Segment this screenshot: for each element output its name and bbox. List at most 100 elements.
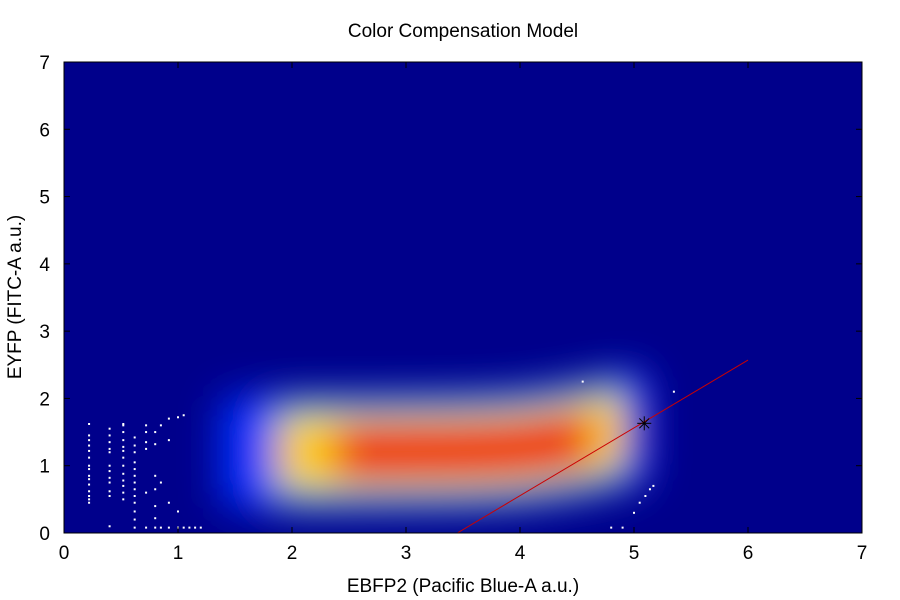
outlier-point [122,422,125,425]
x-axis: 0 1 2 3 4 5 6 7 [59,62,868,564]
outlier-point [122,431,125,434]
outlier-point [88,501,91,504]
outlier-point [88,498,91,501]
outlier-point [122,456,125,459]
x-axis-label: EBFP2 (Pacific Blue-A a.u.) [347,576,579,597]
outlier-point [167,526,170,529]
outlier-point [133,510,136,513]
outlier-point [133,436,136,439]
outlier-point [122,484,125,487]
outlier-point [122,424,125,427]
outlier-point [133,526,136,529]
outlier-point [133,444,136,447]
outlier-point [652,484,655,487]
outlier-points [88,380,675,529]
x-tick-label: 7 [857,543,868,564]
outlier-point [167,439,170,442]
outlier-point [108,476,111,479]
outlier-point [133,501,136,504]
x-tick-label: 5 [629,543,640,564]
y-tick-label: 0 [39,524,50,545]
x-tick-label: 4 [515,543,526,564]
y-axis-label: EYFP (FITC-A a.u.) [5,215,26,379]
outlier-point [108,470,111,473]
outlier-point [188,526,191,529]
outlier-point [122,439,125,442]
outlier-point [108,464,111,467]
outlier-point [122,491,125,494]
outlier-point [88,449,91,452]
outlier-point [108,451,111,454]
outlier-point [88,478,91,481]
outlier-point [621,526,624,529]
outlier-point [145,447,148,450]
outlier-point [638,501,641,504]
outlier-point [159,424,162,427]
x-tick-label: 3 [401,543,412,564]
outlier-point [633,511,635,514]
outlier-point [182,414,185,417]
outlier-point [199,526,202,529]
outlier-point [154,431,157,434]
outlier-point [145,491,148,494]
outlier-point [145,431,148,434]
outlier-point [133,481,136,484]
outlier-point [108,490,111,493]
outlier-point [133,461,136,464]
outlier-point [122,445,125,448]
outlier-point [154,443,157,446]
outlier-point [145,441,148,444]
y-axis: 0 1 2 3 4 5 6 7 [39,53,862,545]
outlier-point [644,494,647,497]
outlier-point [122,464,125,467]
outlier-point [133,488,136,491]
outlier-point [88,490,91,493]
outlier-point [88,444,91,447]
y-tick-label: 4 [39,255,50,276]
outlier-point [154,488,157,491]
outlier-point [133,494,136,497]
outlier-point [154,526,157,529]
outlier-point [108,447,111,450]
outlier-point [133,451,136,454]
outlier-point [88,464,91,467]
y-tick-label: 3 [39,322,50,343]
plot-frame [63,61,863,534]
chart-title: Color Compensation Model [348,21,578,42]
outlier-point [154,505,157,508]
outlier-point [167,417,170,420]
outlier-point [154,517,157,520]
outlier-point [88,434,91,437]
asterisk-marker [637,416,652,431]
y-tick-label: 6 [39,120,50,141]
outlier-point [159,481,162,484]
outlier-point [672,390,675,393]
compensation-line [457,359,749,533]
outlier-point [177,416,179,419]
outlier-point [177,510,179,513]
y-tick-label: 5 [39,188,50,209]
outlier-point [88,494,91,497]
outlier-point [108,434,111,437]
outlier-point [133,518,136,521]
density-heatmap [220,371,649,509]
outlier-point [610,526,613,529]
y-tick-label: 1 [39,457,50,478]
density-level-6 [334,413,592,479]
x-tick-label: 1 [173,543,184,564]
outlier-point [122,449,125,452]
y-tick-label: 2 [39,389,50,410]
compensation-line-group [457,359,749,533]
x-tick-label: 2 [287,543,298,564]
outlier-point [159,526,162,529]
outlier-point [108,441,111,444]
reference-marker-group [637,416,652,431]
outlier-point [648,488,651,491]
outlier-point [108,525,111,528]
outlier-point [88,439,91,442]
outlier-point [145,526,148,529]
outlier-point [167,501,170,504]
outlier-point [122,472,125,475]
outlier-point [122,479,125,482]
